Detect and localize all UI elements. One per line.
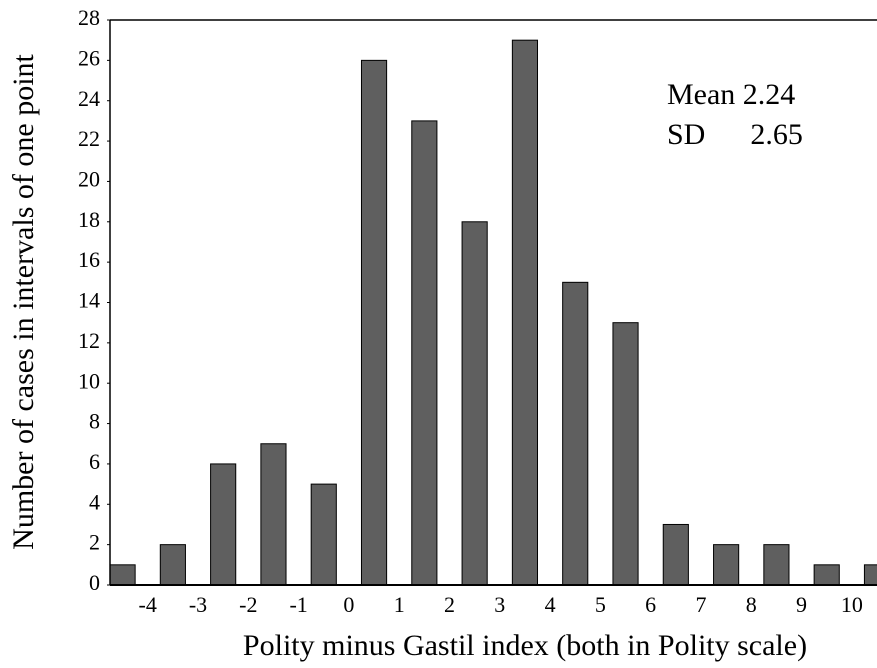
x-tick-label: 4 — [545, 592, 556, 617]
x-tick-label: 7 — [695, 592, 706, 617]
x-tick-label: -3 — [189, 592, 207, 617]
bar — [110, 564, 136, 586]
bar — [310, 483, 337, 586]
x-tick-label: 0 — [343, 592, 354, 617]
bar — [461, 221, 488, 586]
x-tick-label: 8 — [746, 592, 757, 617]
y-tick-label: 0 — [89, 570, 100, 595]
x-tick-label: 10 — [841, 592, 863, 617]
bar — [360, 59, 388, 586]
y-tick-label: 6 — [89, 449, 100, 474]
y-tick-label: 22 — [78, 126, 100, 151]
y-tick-label: 10 — [78, 368, 100, 393]
y-tick-label: 4 — [89, 489, 100, 514]
annotation: Mean 2.24 — [667, 78, 795, 111]
y-axis-label: Number of cases in intervals of one poin… — [7, 53, 40, 549]
x-tick-label: 1 — [394, 592, 405, 617]
y-tick-label: 20 — [78, 166, 100, 191]
x-tick-label: 2 — [444, 592, 455, 617]
bar — [612, 322, 639, 586]
y-tick-label: 28 — [78, 5, 100, 30]
annotation: SD 2.65 — [667, 118, 803, 151]
y-tick-label: 18 — [78, 207, 100, 232]
bar — [511, 39, 539, 586]
x-tick-label: 5 — [595, 592, 606, 617]
y-tick-label: 12 — [78, 328, 100, 353]
bar — [411, 120, 438, 586]
x-axis-label: Polity minus Gastil index (both in Polit… — [243, 629, 807, 662]
y-tick-label: 14 — [78, 288, 100, 313]
bar — [713, 544, 740, 586]
bar — [662, 523, 689, 586]
x-tick-label: -1 — [289, 592, 307, 617]
x-tick-label: -2 — [239, 592, 257, 617]
x-tick-label: -4 — [139, 592, 157, 617]
bar — [159, 544, 186, 586]
bar — [813, 564, 840, 586]
bars — [110, 39, 877, 586]
x-tick-label: 6 — [645, 592, 656, 617]
x-tick-label: 9 — [796, 592, 807, 617]
x-tick-label: 3 — [494, 592, 505, 617]
bar — [562, 281, 589, 586]
bar — [763, 544, 790, 586]
y-tick-label: 2 — [89, 530, 100, 555]
y-tick-label: 24 — [78, 86, 100, 111]
y-tick-label: 8 — [89, 409, 100, 434]
bar — [863, 564, 877, 586]
y-tick-label: 16 — [78, 247, 100, 272]
bar — [260, 443, 287, 586]
y-tick-label: 26 — [78, 45, 100, 70]
bar — [210, 463, 237, 586]
